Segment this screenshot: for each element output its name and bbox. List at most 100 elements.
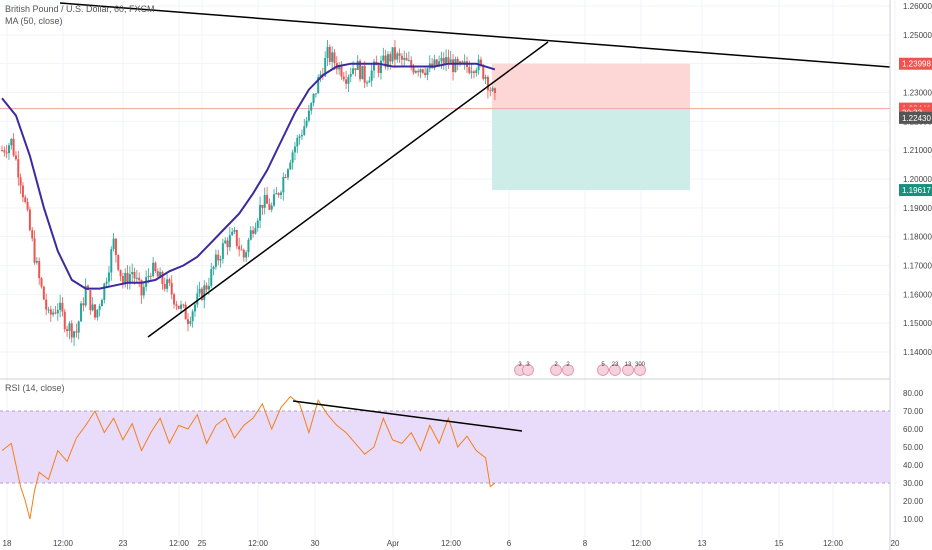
candle-body-208 <box>484 76 487 79</box>
candle-body-203 <box>472 71 475 73</box>
candle-body-183 <box>426 68 429 76</box>
event-marker-5[interactable]: 23 <box>609 362 621 376</box>
candle-body-149 <box>347 76 350 84</box>
candle-body-36 <box>84 285 87 306</box>
candle-body-128 <box>298 136 301 138</box>
symbol-title[interactable]: British Pound / U.S. Dollar, 60, FXCM <box>5 4 155 14</box>
support-trendline[interactable] <box>147 41 549 338</box>
candle-body-156 <box>363 65 366 83</box>
candle-body-164 <box>382 55 385 61</box>
event-marker-2[interactable]: 2 <box>550 362 562 376</box>
candle-body-61 <box>142 286 145 296</box>
price-tag-bg-4 <box>899 184 932 197</box>
candle-body-113 <box>263 194 266 208</box>
time-tick-label-13: 15 <box>775 539 784 548</box>
event-marker-4[interactable]: 5 <box>597 362 609 376</box>
rsi-divergence-trendline[interactable] <box>292 400 523 432</box>
candle-body-80 <box>187 319 189 324</box>
candle-body-56 <box>131 271 134 275</box>
candle-body-38 <box>89 290 92 311</box>
candle-body-51 <box>119 269 122 277</box>
time-axis[interactable]: 18 12:00 23 12:00 25 12:00 30 Apr 12:00 6 8 12:00 13… <box>3 539 900 548</box>
ma-indicator-label[interactable]: MA (50, close) <box>5 16 63 26</box>
candle-body-73 <box>170 282 173 295</box>
candle-body-5 <box>12 138 15 156</box>
event-markers[interactable]: 3 3 2 2 5 23 13 300 <box>514 362 646 376</box>
rsi-indicator-label[interactable]: RSI (14, close) <box>5 383 65 393</box>
candle-body-175 <box>407 60 410 62</box>
time-tick-label-4: 25 <box>198 539 207 548</box>
candle-body-57 <box>133 271 136 279</box>
candle-body-199 <box>463 61 466 63</box>
rsi-axis[interactable]: 80.00 70.00 60.00 50.00 40.00 30.00 20.00 10.00 <box>903 389 924 524</box>
event-marker-7[interactable]: 300 <box>634 362 646 376</box>
candle-body-8 <box>19 177 22 186</box>
candle-body-169 <box>393 47 396 60</box>
price-tick-label-3: 1.23000 <box>903 89 932 98</box>
candle-body-16 <box>38 261 41 279</box>
stop-loss-zone[interactable] <box>492 63 690 109</box>
candle-body-31 <box>73 331 76 338</box>
candle-body-48 <box>112 238 115 250</box>
candle-body-155 <box>361 65 364 80</box>
candle-body-10 <box>24 197 27 202</box>
candle-body-110 <box>256 220 259 228</box>
candle-body-143 <box>333 52 336 63</box>
take-profit-zone[interactable] <box>492 108 690 191</box>
event-marker-3[interactable]: 2 <box>562 362 574 376</box>
candle-body-106 <box>247 239 250 253</box>
candle-body-111 <box>259 204 262 221</box>
candle-body-59 <box>138 277 141 281</box>
candle-body-177 <box>412 67 415 73</box>
candle-body-147 <box>342 76 345 80</box>
candle-body-14 <box>33 238 36 263</box>
candle-body-17 <box>40 278 43 287</box>
candle-body-125 <box>291 152 294 163</box>
candle-body-63 <box>147 275 150 278</box>
price-tick-label-1: 1.25000 <box>903 31 932 40</box>
event-marker-6[interactable]: 13 <box>622 362 634 376</box>
candle-body-7 <box>17 159 20 178</box>
candle-body-82 <box>191 311 194 322</box>
candle-body-210 <box>489 90 492 92</box>
candle-body-195 <box>454 58 457 73</box>
candle-body-32 <box>75 331 78 333</box>
resistance-trendline[interactable] <box>59 2 891 68</box>
candle-body-60 <box>140 280 143 296</box>
candle-body-114 <box>266 194 269 204</box>
candle-body-130 <box>303 126 306 135</box>
event-flag-icon <box>562 364 574 376</box>
candle-body-65 <box>152 262 155 277</box>
candle-body-198 <box>461 61 464 63</box>
candle-body-163 <box>379 60 382 73</box>
event-marker-1[interactable]: 3 <box>522 362 534 376</box>
candle-body-22 <box>52 312 55 315</box>
candle-body-118 <box>275 193 278 195</box>
time-tick-label-10: 8 <box>583 539 588 548</box>
candle-body-35 <box>82 303 85 306</box>
candle-body-187 <box>435 59 438 66</box>
candle-body-25 <box>59 302 62 310</box>
candle-body-131 <box>305 120 308 127</box>
candle-body-34 <box>80 303 83 322</box>
price-tag-label-0: 1.23998 <box>902 60 931 69</box>
candle-body-141 <box>328 46 331 62</box>
candle-body-84 <box>196 293 199 305</box>
candle-body-40 <box>94 304 96 318</box>
event-flag-icon <box>522 364 534 376</box>
candle-body-176 <box>410 60 413 68</box>
candle-body-159 <box>370 70 373 81</box>
candle-body-172 <box>400 55 403 60</box>
candle-body-54 <box>126 272 129 284</box>
candle-body-181 <box>421 69 424 73</box>
candle-body-27 <box>63 311 66 330</box>
candle-body-78 <box>182 304 185 306</box>
candle-body-18 <box>42 286 45 300</box>
candle-body-117 <box>273 194 276 206</box>
rsi-tick-label-0: 80.00 <box>903 389 924 398</box>
candle-body-28 <box>66 329 69 331</box>
time-tick-label-12: 13 <box>698 539 707 548</box>
candle-body-202 <box>470 71 473 73</box>
time-tick-label-5: 12:00 <box>248 539 269 548</box>
